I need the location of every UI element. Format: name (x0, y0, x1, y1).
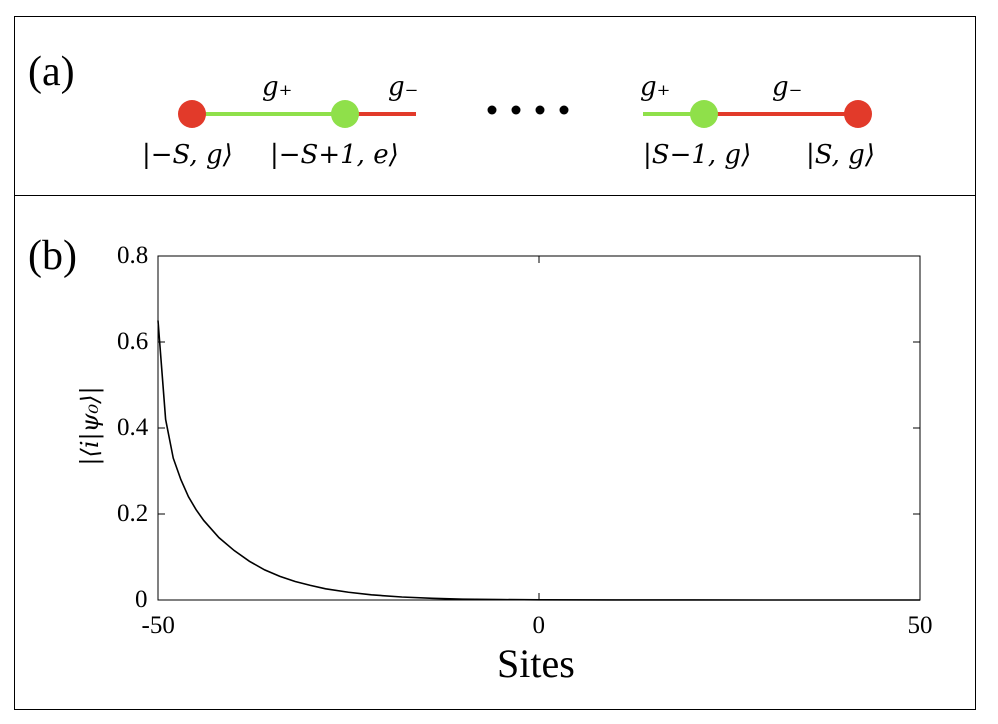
x-tick-label: 0 (532, 612, 546, 639)
site-ground-right (844, 100, 872, 128)
ellipsis-dot (535, 105, 545, 115)
panel-a-label: (a) (28, 49, 75, 95)
coupling-plus-right: g₊ (640, 72, 671, 102)
state-label-minus-s: |−S, g⟩ (142, 140, 233, 170)
site-excited-left (331, 100, 359, 128)
coupling-minus-left: g₋ (388, 72, 419, 102)
state-label-s-minus-1: |S−1, g⟩ (643, 140, 752, 170)
x-tick-label: 50 (907, 612, 933, 639)
series-line (157, 320, 920, 601)
y-tick-label: 0.4 (117, 414, 149, 441)
x-axis-label: Sites (497, 641, 575, 686)
ellipsis-dot (487, 105, 497, 115)
state-label-minus-s-plus-1: |−S+1, e⟩ (270, 140, 399, 170)
panel-b-label: (b) (28, 233, 77, 279)
y-axis-label: |⟨i|ψ₀⟩| (76, 386, 104, 466)
coupling-minus-right: g₋ (772, 72, 803, 102)
site-excited-right (690, 100, 718, 128)
y-tick-label: 0 (135, 586, 148, 613)
panel-divider (14, 195, 976, 196)
ellipsis-dot (559, 105, 569, 115)
y-tick-label: 0.8 (117, 242, 149, 269)
y-tick-label: 0.6 (117, 328, 149, 355)
ellipsis-dot (511, 105, 521, 115)
y-tick-label: 0.2 (117, 500, 149, 527)
coupling-plus-left: g₊ (262, 72, 293, 102)
state-label-s: |S, g⟩ (806, 140, 875, 170)
x-tick-label: -50 (141, 612, 175, 639)
site-ground-left (178, 100, 206, 128)
plot-area (157, 255, 921, 601)
figure-frame (14, 16, 976, 710)
